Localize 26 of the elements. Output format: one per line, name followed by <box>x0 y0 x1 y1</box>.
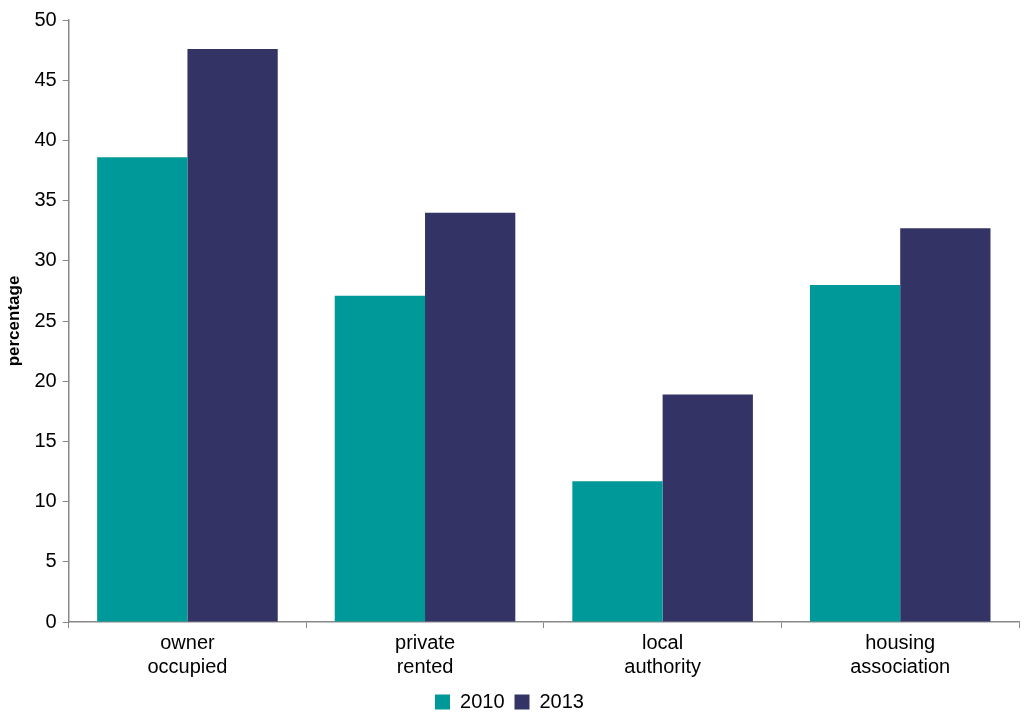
bar <box>662 394 753 622</box>
legend-label: 2010 <box>460 689 505 712</box>
y-tick-label: 30 <box>34 248 57 271</box>
y-axis-title: percentage <box>3 275 23 367</box>
y-tick-label: 10 <box>34 489 57 512</box>
y-tick-label: 15 <box>34 428 57 451</box>
x-tick-label: local authority <box>624 630 701 677</box>
y-tick-label: 0 <box>45 609 57 632</box>
bar <box>809 284 901 622</box>
y-tick-label: 5 <box>45 549 57 572</box>
y-tick-label: 20 <box>34 368 57 391</box>
y-tick-label: 45 <box>34 67 57 90</box>
y-tick-label: 40 <box>34 127 57 150</box>
x-tick-label: owner occupied <box>147 630 228 677</box>
y-tick-label: 25 <box>34 308 57 331</box>
bar <box>425 212 516 622</box>
y-tick-label: 50 <box>34 7 57 30</box>
x-tick-label: housing association <box>850 630 951 677</box>
bar <box>97 157 188 622</box>
bar <box>572 481 663 622</box>
x-tick-label: private rented <box>395 630 456 677</box>
bar <box>900 228 991 622</box>
bar <box>187 48 278 622</box>
y-tick-label: 35 <box>34 188 57 211</box>
bar <box>334 295 426 622</box>
legend-label: 2013 <box>539 689 584 712</box>
